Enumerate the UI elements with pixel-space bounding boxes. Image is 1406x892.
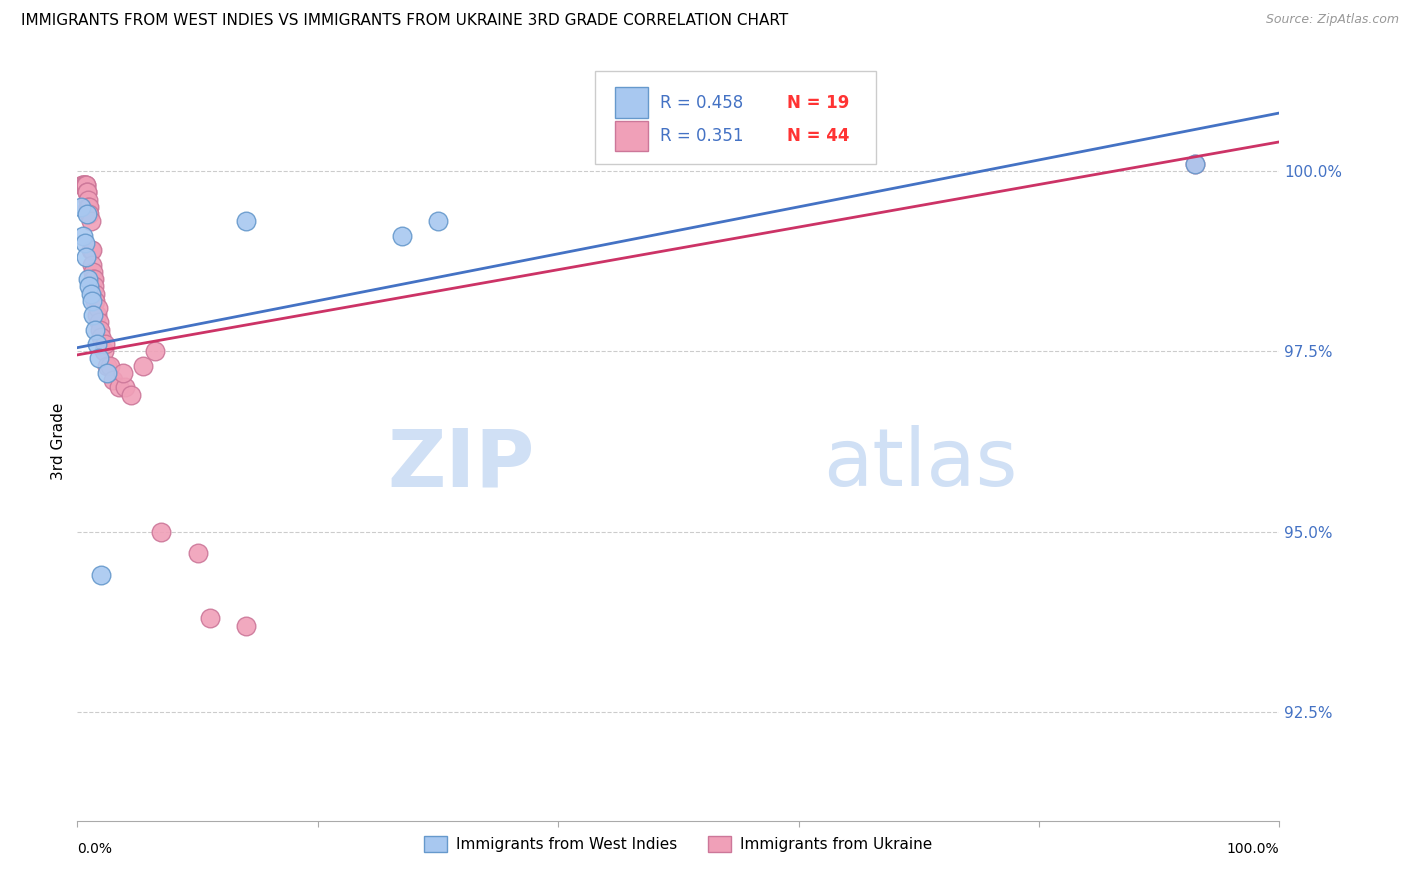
Point — [235, 214, 257, 228]
Point — [82, 265, 104, 279]
Point — [145, 344, 167, 359]
Point — [79, 200, 101, 214]
Point — [1184, 156, 1206, 170]
Point — [73, 178, 96, 193]
Point — [83, 279, 105, 293]
Point — [79, 243, 101, 257]
Point — [108, 380, 131, 394]
Point — [70, 200, 93, 214]
Point — [75, 251, 97, 265]
Point — [96, 366, 118, 380]
Point — [75, 178, 97, 193]
Point — [391, 228, 413, 243]
Text: 0.0%: 0.0% — [77, 842, 112, 856]
Text: R = 0.351: R = 0.351 — [661, 127, 744, 145]
Point — [90, 330, 112, 344]
Point — [1184, 156, 1206, 170]
Point — [120, 387, 142, 401]
Point — [76, 207, 98, 221]
Point — [98, 359, 121, 373]
Point — [89, 323, 111, 337]
Point — [427, 214, 450, 228]
Point — [82, 308, 104, 322]
Text: 100.0%: 100.0% — [1227, 842, 1279, 856]
Point — [72, 178, 94, 193]
Point — [84, 293, 107, 308]
Point — [77, 272, 100, 286]
Text: R = 0.458: R = 0.458 — [661, 94, 744, 112]
Legend: Immigrants from West Indies, Immigrants from Ukraine: Immigrants from West Indies, Immigrants … — [418, 830, 939, 858]
Point — [103, 373, 125, 387]
Point — [73, 178, 96, 193]
Point — [80, 258, 103, 272]
Point — [75, 178, 97, 193]
Text: N = 19: N = 19 — [786, 94, 849, 112]
Point — [87, 351, 110, 366]
Point — [79, 214, 101, 228]
Point — [84, 286, 107, 301]
Point — [77, 193, 100, 207]
Point — [235, 618, 257, 632]
Y-axis label: 3rd Grade: 3rd Grade — [51, 403, 66, 480]
FancyBboxPatch shape — [596, 70, 876, 164]
Point — [80, 243, 103, 257]
Point — [84, 323, 107, 337]
Point — [80, 293, 103, 308]
Point — [87, 301, 110, 315]
Point — [79, 286, 101, 301]
Text: ZIP: ZIP — [387, 425, 534, 503]
Point — [86, 308, 108, 322]
FancyBboxPatch shape — [614, 120, 648, 151]
Point — [93, 344, 115, 359]
Point — [72, 178, 94, 193]
Point — [70, 178, 93, 193]
Point — [82, 272, 104, 286]
Text: Source: ZipAtlas.com: Source: ZipAtlas.com — [1265, 13, 1399, 27]
Point — [72, 228, 94, 243]
Point — [79, 279, 101, 293]
Point — [87, 315, 110, 329]
Text: atlas: atlas — [823, 425, 1017, 503]
Point — [94, 337, 117, 351]
Point — [90, 568, 112, 582]
Point — [198, 611, 221, 625]
Point — [111, 366, 134, 380]
Text: IMMIGRANTS FROM WEST INDIES VS IMMIGRANTS FROM UKRAINE 3RD GRADE CORRELATION CHA: IMMIGRANTS FROM WEST INDIES VS IMMIGRANT… — [21, 13, 789, 29]
Point — [86, 337, 108, 351]
Point — [79, 207, 101, 221]
Point — [76, 186, 98, 200]
Point — [150, 524, 173, 539]
Text: N = 44: N = 44 — [786, 127, 849, 145]
Point — [83, 272, 105, 286]
Point — [132, 359, 155, 373]
Point — [96, 359, 118, 373]
Point — [186, 546, 209, 560]
Point — [77, 200, 100, 214]
Point — [73, 235, 96, 250]
Point — [114, 380, 136, 394]
FancyBboxPatch shape — [614, 87, 648, 118]
Point — [76, 186, 98, 200]
